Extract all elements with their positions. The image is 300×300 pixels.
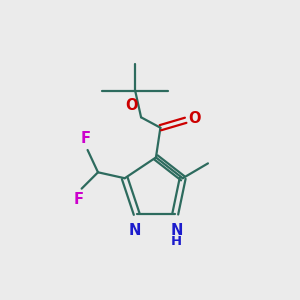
Text: F: F xyxy=(74,192,84,207)
Text: F: F xyxy=(81,130,91,146)
Text: O: O xyxy=(126,98,138,113)
Text: H: H xyxy=(171,235,182,248)
Text: N: N xyxy=(129,224,141,238)
Text: N: N xyxy=(171,224,183,238)
Text: O: O xyxy=(189,111,201,126)
